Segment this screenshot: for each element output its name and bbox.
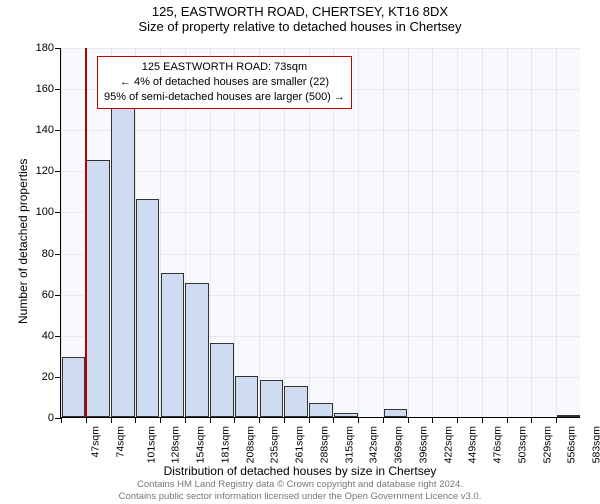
y-tick-label: 100	[24, 206, 54, 218]
x-tick-label: 154sqm	[194, 426, 206, 463]
x-tick-label: 47sqm	[90, 426, 102, 458]
x-tick-label: 396sqm	[417, 426, 429, 463]
chart: 125 EASTWORTH ROAD: 73sqm← 4% of detache…	[60, 48, 580, 418]
histogram-bar	[260, 380, 284, 417]
x-tick-label: 315sqm	[343, 426, 355, 463]
y-tick-label: 180	[24, 42, 54, 54]
histogram-bar	[384, 409, 408, 417]
histogram-bar	[185, 283, 209, 417]
histogram-bar	[309, 403, 333, 417]
y-tick-label: 140	[24, 124, 54, 136]
x-tick-label: 529sqm	[541, 426, 553, 463]
histogram-bar	[136, 199, 160, 417]
attribution-line1: Contains HM Land Registry data © Crown c…	[0, 479, 600, 490]
x-tick-label: 583sqm	[591, 426, 600, 463]
attribution-line2: Contains public sector information licen…	[0, 491, 600, 502]
x-tick-label: 449sqm	[467, 426, 479, 463]
attribution-text: Contains HM Land Registry data © Crown c…	[0, 479, 600, 502]
x-tick-label: 476sqm	[492, 426, 504, 463]
x-tick-label: 128sqm	[170, 426, 182, 463]
histogram-bar	[334, 413, 358, 417]
y-tick-label: 0	[24, 412, 54, 424]
x-tick-label: 342sqm	[368, 426, 380, 463]
histogram-bar	[86, 160, 110, 417]
y-tick-label: 80	[24, 248, 54, 260]
annotation-line1: 125 EASTWORTH ROAD: 73sqm	[104, 60, 345, 75]
x-tick-label: 235sqm	[269, 426, 281, 463]
x-tick-label: 101sqm	[145, 426, 157, 463]
histogram-bar	[210, 343, 234, 417]
x-tick-label: 503sqm	[516, 426, 528, 463]
y-tick-label: 20	[24, 371, 54, 383]
x-axis-label: Distribution of detached houses by size …	[0, 464, 600, 478]
x-tick-label: 261sqm	[293, 426, 305, 463]
plot-area: 125 EASTWORTH ROAD: 73sqm← 4% of detache…	[60, 48, 580, 418]
annotation-line2: ← 4% of detached houses are smaller (22)	[104, 75, 345, 90]
x-tick-label: 556sqm	[566, 426, 578, 463]
x-tick-label: 181sqm	[219, 426, 231, 463]
x-tick-label: 208sqm	[244, 426, 256, 463]
y-tick-label: 60	[24, 289, 54, 301]
y-tick-label: 160	[24, 83, 54, 95]
x-tick-label: 422sqm	[442, 426, 454, 463]
annotation-box: 125 EASTWORTH ROAD: 73sqm← 4% of detache…	[97, 56, 352, 109]
y-tick-label: 120	[24, 165, 54, 177]
x-tick-label: 288sqm	[318, 426, 330, 463]
histogram-bar	[62, 357, 86, 417]
annotation-line3: 95% of semi-detached houses are larger (…	[104, 90, 345, 105]
histogram-bar	[284, 386, 308, 417]
page-title: 125, EASTWORTH ROAD, CHERTSEY, KT16 8DX	[0, 4, 600, 19]
x-tick-label: 74sqm	[114, 426, 126, 458]
page-subtitle: Size of property relative to detached ho…	[0, 19, 600, 34]
histogram-bar	[161, 273, 185, 417]
x-tick-label: 369sqm	[393, 426, 405, 463]
histogram-bar	[235, 376, 259, 417]
y-tick-label: 40	[24, 330, 54, 342]
histogram-bar	[557, 415, 581, 417]
reference-line	[85, 48, 87, 417]
histogram-bar	[111, 88, 135, 417]
